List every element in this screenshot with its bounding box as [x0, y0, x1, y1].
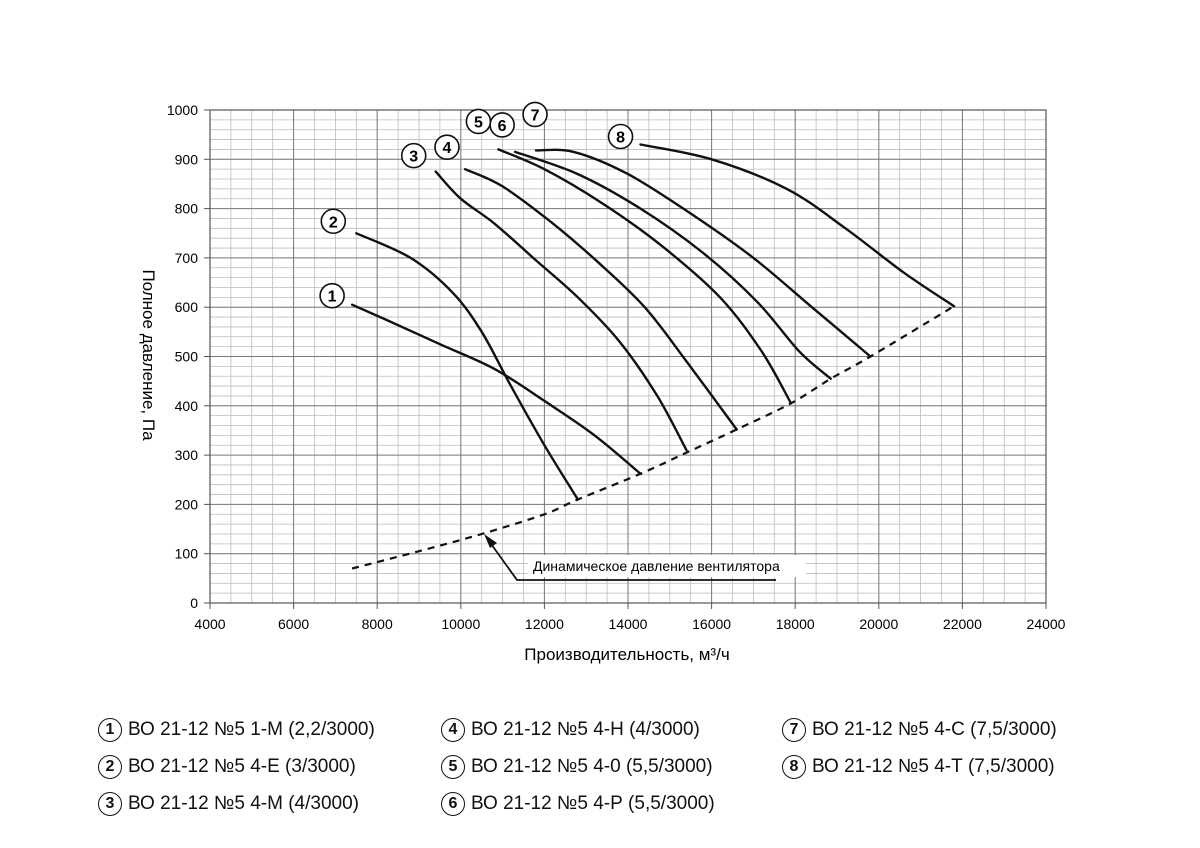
legend-text: ВО 21-12 №5 4-Е (3/3000)	[128, 756, 356, 777]
y-tick-label: 200	[175, 496, 199, 512]
curve-marker-8: 8	[607, 123, 634, 150]
y-tick-label: 400	[175, 398, 199, 414]
legend-number: 7	[782, 718, 806, 742]
legend-item-1: 1 ВО 21-12 №5 1-М (2,2/3000)	[98, 718, 375, 742]
curve-marker-2: 2	[320, 208, 347, 235]
fan-curves	[350, 143, 956, 501]
x-tick-label: 4000	[194, 616, 225, 632]
legend-item-3: 3 ВО 21-12 №5 4-М (4/3000)	[98, 792, 359, 816]
curve-2	[355, 232, 579, 501]
y-tick-label: 300	[175, 447, 199, 463]
legend-text: ВО 21-12 №5 1-М (2,2/3000)	[128, 719, 375, 740]
curve-7	[534, 148, 872, 358]
marker-circle	[319, 282, 345, 309]
curve-6	[513, 150, 832, 380]
annotation-label-bg	[528, 555, 806, 577]
curve-marker-3: 3	[400, 142, 427, 169]
x-tick-label: 18000	[776, 616, 815, 632]
curve-1	[350, 303, 642, 475]
legend-number: 8	[782, 755, 806, 779]
marker-number: 8	[616, 130, 625, 147]
curve-5	[497, 148, 793, 405]
marker-number: 5	[474, 114, 483, 131]
marker-circle	[400, 142, 427, 169]
x-tick-label: 14000	[609, 616, 648, 632]
x-tick-label: 20000	[859, 616, 898, 632]
legend-number: 3	[98, 792, 122, 816]
legend-item-6: 6 ВО 21-12 №5 4-Р (5,5/3000)	[441, 792, 715, 816]
x-tick-label: 10000	[441, 616, 480, 632]
marker-number: 1	[328, 289, 337, 306]
legend-number: 6	[441, 792, 465, 816]
legend-text: ВО 21-12 №5 4-Т (7,5/3000)	[812, 756, 1055, 777]
x-tick-label: 6000	[278, 616, 309, 632]
x-tick-label: 24000	[1027, 616, 1066, 632]
legend-number: 1	[98, 718, 122, 742]
legend-item-7: 7 ВО 21-12 №5 4-С (7,5/3000)	[782, 718, 1057, 742]
x-tick-label: 16000	[692, 616, 731, 632]
y-tick-label: 1000	[167, 102, 198, 118]
y-tick-label: 800	[175, 201, 199, 217]
dynamic-pressure-curve	[351, 305, 955, 570]
curve-marker-6: 6	[489, 112, 515, 138]
y-tick-label: 0	[190, 595, 198, 611]
x-tick-label: 22000	[943, 616, 982, 632]
curve-number-markers: 1 2 3 4 5 6 7 8	[319, 101, 634, 309]
marker-number: 4	[443, 140, 452, 157]
marker-circle	[522, 101, 548, 128]
legend-number: 5	[441, 755, 465, 779]
dynamic-pressure-annotation: Динамическое давление вентилятора	[484, 534, 806, 581]
y-tick-label: 100	[175, 546, 199, 562]
legend-number: 2	[98, 755, 122, 779]
annotation-arrow-head	[484, 534, 497, 548]
curve-3	[434, 170, 688, 452]
legend-text: ВО 21-12 №5 4-Н (4/3000)	[471, 719, 700, 740]
dynamic-pressure-line	[351, 305, 955, 570]
legend-text: ВО 21-12 №5 4-М (4/3000)	[128, 793, 359, 814]
legend-number: 4	[441, 718, 465, 742]
x-tick-label: 12000	[525, 616, 564, 632]
legend-item-4: 4 ВО 21-12 №5 4-Н (4/3000)	[441, 718, 700, 742]
legend-text: ВО 21-12 №5 4-Р (5,5/3000)	[471, 793, 715, 814]
curve-4	[463, 168, 738, 431]
marker-circle	[607, 123, 634, 150]
legend-item-2: 2 ВО 21-12 №5 4-Е (3/3000)	[98, 755, 356, 779]
x-tick-label: 8000	[362, 616, 393, 632]
curve-8	[639, 143, 956, 308]
annotation-leader-line	[488, 540, 776, 581]
curve-marker-5: 5	[465, 108, 492, 135]
curve-marker-7: 7	[522, 101, 548, 128]
marker-circle	[489, 112, 515, 138]
curve-marker-1: 1	[319, 282, 345, 309]
y-tick-label: 900	[175, 151, 199, 167]
y-tick-label: 700	[175, 250, 199, 266]
fan-performance-chart: 4000 6000 8000 10000 12000 14000 16000 18000 200…	[139, 101, 1066, 664]
y-axis-label: Полное давление, Па	[139, 269, 158, 441]
y-tick-label: 500	[175, 349, 199, 365]
marker-circle	[320, 208, 347, 235]
legend: 1 ВО 21-12 №5 1-М (2,2/3000) 2 ВО 21-12 №5 …	[98, 718, 1098, 828]
marker-number: 3	[409, 149, 418, 166]
legend-item-5: 5 ВО 21-12 №5 4-0 (5,5/3000)	[441, 755, 713, 779]
x-axis-label: Производительность, м³/ч	[524, 645, 729, 664]
annotation-label: Динамическое давление вентилятора	[533, 558, 780, 574]
tick-labels: 4000 6000 8000 10000 12000 14000 16000 18000 200…	[167, 102, 1066, 632]
legend-text: ВО 21-12 №5 4-С (7,5/3000)	[812, 719, 1057, 740]
legend-item-8: 8 ВО 21-12 №5 4-Т (7,5/3000)	[782, 755, 1055, 779]
marker-number: 2	[329, 214, 338, 231]
marker-number: 7	[531, 107, 540, 124]
y-tick-label: 600	[175, 299, 199, 315]
marker-number: 6	[498, 118, 507, 135]
marker-circle	[434, 134, 460, 160]
curve-marker-4: 4	[434, 134, 460, 160]
legend-text: ВО 21-12 №5 4-0 (5,5/3000)	[471, 756, 713, 777]
